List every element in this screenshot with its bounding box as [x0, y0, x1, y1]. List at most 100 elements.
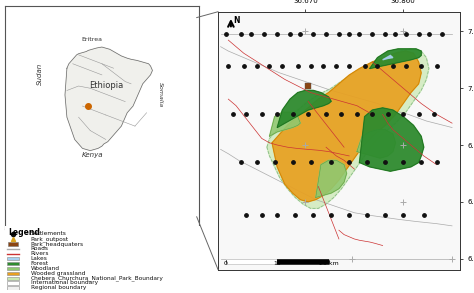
Text: Regional boundary: Regional boundary: [31, 285, 86, 290]
Point: [346, 213, 353, 217]
Bar: [7, 286, 18, 290]
Point: [364, 160, 371, 165]
Point: [392, 31, 399, 36]
Point: [222, 31, 229, 36]
Point: [425, 31, 433, 36]
Point: [346, 64, 353, 69]
Text: Eritrea: Eritrea: [82, 38, 103, 42]
Point: [289, 112, 296, 117]
Point: [271, 160, 278, 165]
Point: [273, 112, 281, 117]
Point: [292, 213, 299, 217]
Point: [420, 213, 428, 217]
Point: [433, 160, 440, 165]
Point: [356, 31, 363, 36]
Point: [328, 213, 335, 217]
Point: [225, 64, 232, 69]
Point: [438, 31, 446, 36]
Point: [253, 160, 260, 165]
Point: [402, 64, 410, 69]
Point: [307, 160, 314, 165]
Point: [258, 213, 265, 217]
Polygon shape: [277, 90, 331, 127]
Bar: [7, 282, 18, 285]
Point: [415, 112, 422, 117]
Text: N: N: [233, 16, 239, 25]
Point: [433, 64, 440, 69]
Point: [243, 213, 250, 217]
Point: [333, 64, 340, 69]
Point: [310, 31, 317, 36]
Point: [382, 213, 389, 217]
Text: Kenya: Kenya: [82, 152, 103, 158]
Point: [418, 160, 425, 165]
Point: [286, 31, 294, 36]
Point: [418, 64, 425, 69]
Polygon shape: [316, 160, 346, 197]
Point: [243, 112, 250, 117]
Polygon shape: [65, 47, 153, 151]
Polygon shape: [370, 49, 421, 69]
Point: [430, 112, 438, 117]
Polygon shape: [270, 112, 301, 136]
Point: [374, 64, 381, 69]
Text: Roads: Roads: [31, 246, 49, 251]
Text: 0: 0: [224, 261, 228, 266]
Polygon shape: [272, 51, 421, 202]
Point: [361, 64, 368, 69]
Point: [248, 31, 255, 36]
Bar: [7, 267, 18, 270]
Point: [237, 31, 245, 36]
Point: [294, 64, 301, 69]
Point: [258, 112, 265, 117]
Polygon shape: [357, 130, 395, 158]
Point: [337, 112, 345, 117]
Point: [322, 31, 330, 36]
Text: International boundary: International boundary: [31, 280, 98, 285]
Point: [400, 213, 407, 217]
Point: [400, 112, 407, 117]
Point: [289, 160, 296, 165]
Point: [369, 31, 376, 36]
Text: 20 km: 20 km: [319, 261, 338, 266]
Point: [415, 31, 422, 36]
Polygon shape: [267, 49, 429, 208]
Point: [307, 64, 314, 69]
Point: [297, 31, 304, 36]
Text: Settlements: Settlements: [31, 231, 66, 236]
Text: Woodland: Woodland: [31, 266, 60, 271]
Point: [346, 31, 353, 36]
Point: [402, 31, 410, 36]
Text: 10: 10: [273, 261, 281, 266]
Text: Lakes: Lakes: [31, 256, 47, 261]
Text: Sudan: Sudan: [36, 62, 43, 85]
Point: [389, 64, 397, 69]
Point: [230, 112, 237, 117]
Point: [253, 64, 260, 69]
Bar: [7, 257, 18, 260]
Point: [240, 64, 247, 69]
Text: Park_outpost: Park_outpost: [31, 236, 69, 242]
Polygon shape: [359, 108, 424, 171]
Point: [319, 64, 327, 69]
Point: [335, 31, 343, 36]
Point: [261, 31, 268, 36]
Text: Chebera_Churchura_National_Park_Boundary: Chebera_Churchura_National_Park_Boundary: [31, 275, 164, 281]
Point: [237, 160, 245, 165]
Point: [369, 112, 376, 117]
Point: [328, 160, 335, 165]
Text: Forest: Forest: [31, 261, 49, 266]
Point: [304, 112, 312, 117]
Point: [266, 64, 273, 69]
Point: [279, 64, 286, 69]
Point: [273, 213, 281, 217]
Text: Legend: Legend: [9, 228, 41, 236]
Text: Rivers: Rivers: [31, 251, 49, 256]
Polygon shape: [383, 55, 393, 60]
Text: Somalia: Somalia: [158, 82, 163, 107]
FancyBboxPatch shape: [8, 242, 18, 246]
Bar: [7, 277, 18, 280]
Point: [382, 31, 389, 36]
Point: [384, 112, 392, 117]
Bar: [7, 272, 18, 275]
